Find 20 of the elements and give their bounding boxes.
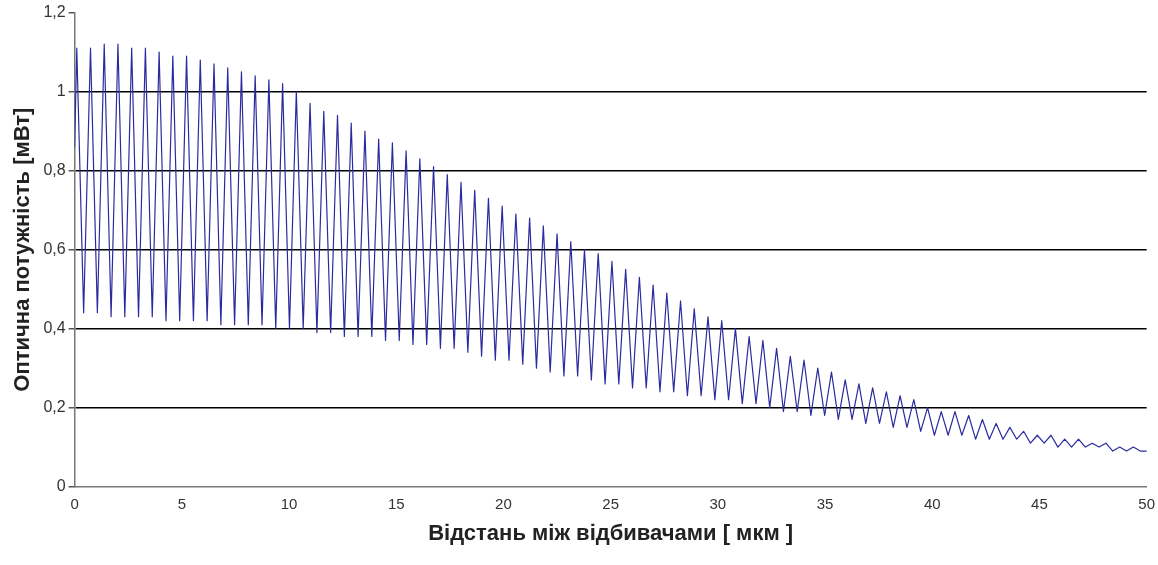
x-tick-label: 0	[70, 494, 79, 512]
x-axis-title: Відстань між відбивачами [ мкм ]	[428, 519, 794, 545]
y-tick-label: 0,8	[43, 161, 66, 179]
x-tick-label: 45	[1031, 494, 1048, 512]
y-tick-label: 0,4	[43, 319, 66, 337]
x-tick-label: 30	[709, 494, 727, 512]
x-tick-label: 50	[1138, 494, 1155, 512]
x-tick-label: 35	[816, 494, 834, 512]
y-tick-label: 1,2	[43, 3, 66, 21]
x-tick-label: 25	[602, 494, 619, 512]
y-tick-label: 0,2	[43, 398, 66, 416]
x-tick-label: 15	[387, 494, 405, 512]
x-tick-label: 20	[495, 494, 512, 512]
y-tick-label: 0	[56, 477, 66, 495]
y-axis-title: Оптична потужність [мВт]	[9, 107, 35, 392]
x-tick-label: 5	[177, 494, 187, 512]
x-tick-label: 10	[280, 494, 298, 512]
y-tick-label: 1	[56, 82, 66, 100]
y-tick-label: 0,6	[43, 240, 66, 258]
x-tick-label: 40	[923, 494, 941, 512]
